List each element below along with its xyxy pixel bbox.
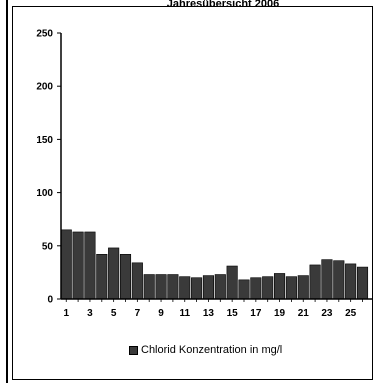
bar-3	[84, 231, 96, 300]
bar-6	[119, 254, 132, 300]
legend: Chlorid Konzentration in mg/l	[129, 343, 282, 357]
bar-18	[262, 276, 274, 300]
bar-25	[345, 263, 357, 300]
bar-17	[250, 277, 262, 300]
x-tick-label-5: 5	[111, 308, 117, 319]
y-tick-label-0: 0	[47, 295, 53, 306]
bar-9	[155, 274, 167, 300]
chart-container: Jahresübersicht 2006 0 50 100 150 200 250 1 3 5 7…	[12, 0, 373, 380]
bar-1	[60, 229, 72, 300]
bar-10	[167, 274, 179, 300]
bar-16	[238, 279, 250, 300]
y-tick-label-150: 150	[36, 135, 53, 146]
x-tick-label-15: 15	[227, 308, 239, 319]
bar-23	[321, 259, 333, 300]
chart-title: Jahresübersicht 2006	[166, 0, 280, 10]
left-border	[6, 0, 8, 383]
bar-11	[179, 276, 191, 300]
y-tick-label-200: 200	[36, 82, 53, 93]
x-tick-label-7: 7	[135, 308, 141, 319]
x-tick-label-3: 3	[87, 308, 93, 319]
y-tick-label-100: 100	[36, 188, 53, 199]
x-tick-label-23: 23	[321, 308, 333, 319]
x-tick-label-25: 25	[345, 308, 357, 319]
bar-2	[72, 231, 84, 300]
bar-8	[143, 274, 155, 300]
bar-12	[191, 277, 203, 300]
bar-24	[333, 260, 345, 300]
bar-20	[285, 276, 297, 300]
x-tick-label-21: 21	[298, 308, 310, 319]
x-tick-label-1: 1	[63, 308, 69, 319]
x-tick-label-17: 17	[250, 308, 262, 319]
bar-7	[131, 262, 143, 300]
bar-13	[202, 275, 214, 300]
legend-label: Chlorid Konzentration in mg/l	[141, 344, 283, 356]
y-tick-label-50: 50	[42, 241, 54, 252]
bar-5	[108, 247, 120, 300]
bar-15	[226, 265, 238, 300]
x-tick-label-9: 9	[158, 308, 164, 319]
bar-22	[309, 264, 321, 300]
bar-19	[273, 273, 286, 300]
bar-26	[356, 266, 369, 300]
y-tick-label-250: 250	[36, 29, 53, 40]
x-tick-label-13: 13	[203, 308, 215, 319]
bar-21	[297, 275, 309, 300]
x-tick-label-11: 11	[179, 308, 190, 319]
legend-swatch	[129, 345, 138, 355]
x-tick-label-19: 19	[274, 308, 286, 319]
bar-4	[96, 254, 108, 300]
bar-14	[214, 274, 226, 300]
